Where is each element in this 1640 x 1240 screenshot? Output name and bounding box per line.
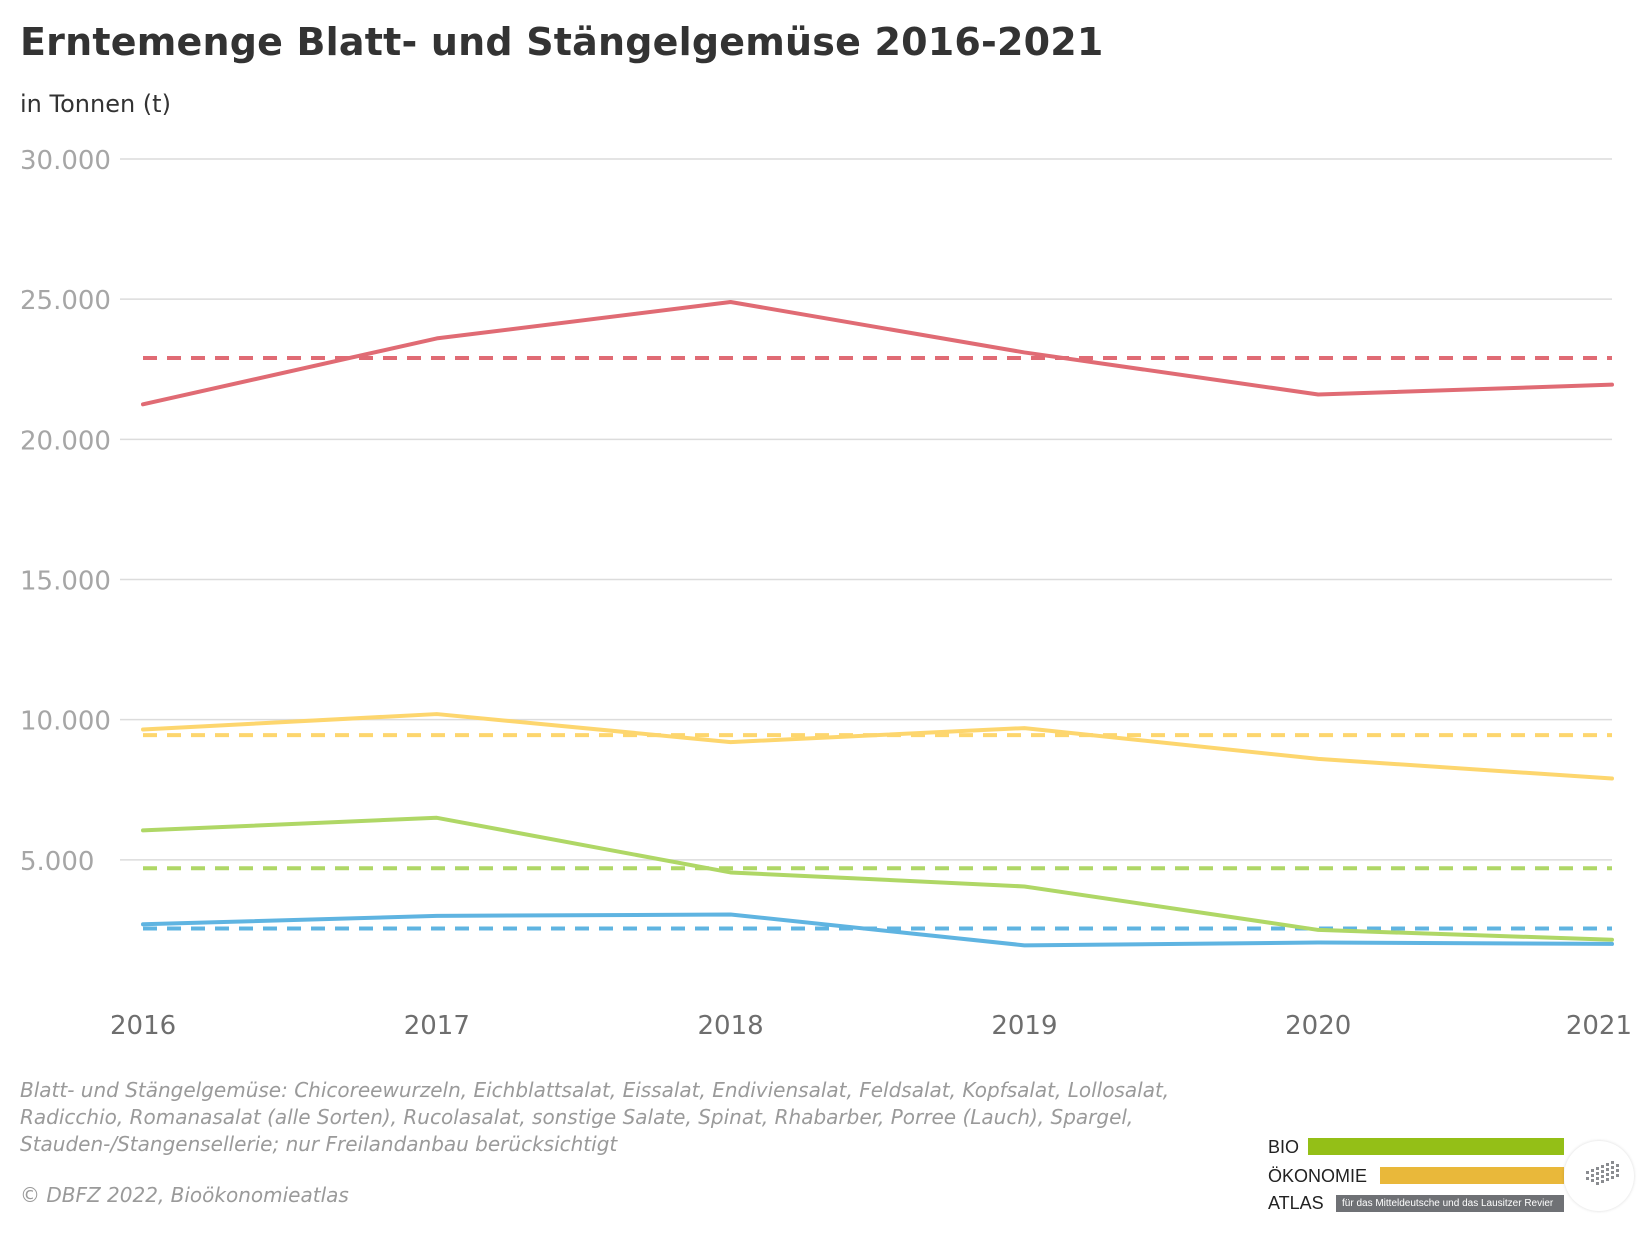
bioeconomy-atlas-logo: BIO ÖKONOMIE ATLAS für das Mitteldeutsch…: [1268, 1137, 1640, 1213]
copyright-note: © DBFZ 2022, Bioökonomieatlas: [20, 1183, 349, 1207]
series-line: [141, 299, 1614, 407]
logo-tagline: für das Mitteldeutsche und das Lausitzer…: [1336, 1195, 1564, 1212]
chart-title: Erntemenge Blatt- und Stängelgemüse 2016…: [20, 20, 1104, 64]
x-axis-ticks: 2016 2017 2018 2019 2020 2021: [110, 1011, 1632, 1041]
series-lines: [141, 299, 1614, 948]
y-tick-label: 10.000: [20, 707, 111, 737]
map-dots-icon: [1586, 1161, 1619, 1185]
x-tick-label: 2018: [698, 1011, 764, 1041]
x-tick-label: 2021: [1566, 1011, 1632, 1041]
x-tick-label: 2016: [110, 1011, 176, 1041]
logo-map-emblem: [1564, 1141, 1634, 1211]
x-tick-label: 2019: [991, 1011, 1057, 1041]
y-tick-label: 25.000: [20, 286, 111, 316]
x-tick-label: 2020: [1285, 1011, 1351, 1041]
gridlines: [120, 158, 1612, 861]
logo-yellow-bar: [1380, 1167, 1564, 1184]
footnote: Blatt- und Stängelgemüse: Chicoreewurzel…: [20, 1078, 1170, 1156]
series-line: [141, 815, 1614, 942]
y-tick-label: 30.000: [20, 146, 111, 176]
logo-green-bar: [1308, 1138, 1564, 1155]
series-line: [141, 712, 1614, 781]
logo-word-atlas: ATLAS: [1268, 1193, 1324, 1213]
series-line: [141, 912, 1614, 948]
line-chart: 5.000 10.000 15.000 20.000 25.000 30.000 2016…: [20, 146, 1632, 1041]
y-tick-label: 20.000: [20, 426, 111, 456]
chart-subtitle: in Tonnen (t): [20, 90, 171, 118]
logo-word-oekonomie: ÖKONOMIE: [1268, 1166, 1368, 1186]
x-tick-label: 2017: [404, 1011, 470, 1041]
y-tick-label: 15.000: [20, 567, 111, 597]
y-tick-label: 5.000: [20, 847, 94, 877]
y-axis-ticks: 5.000 10.000 15.000 20.000 25.000 30.000: [20, 146, 111, 877]
logo-word-bio: BIO: [1268, 1137, 1300, 1157]
